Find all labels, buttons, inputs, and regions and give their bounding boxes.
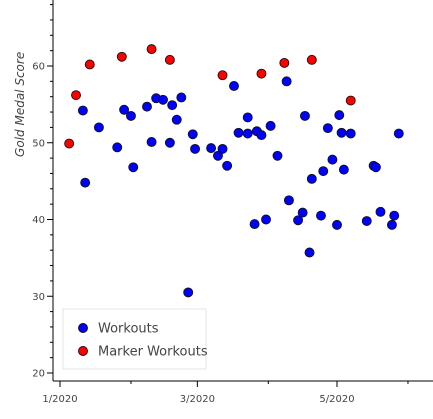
workout-point	[300, 110, 310, 121]
y-tick-label: 60	[32, 62, 45, 73]
marker-workout-point	[306, 54, 317, 65]
workout-point	[77, 105, 88, 116]
workout-point	[142, 101, 152, 112]
workout-point	[316, 210, 326, 221]
marker-workout-point	[164, 54, 175, 65]
x-tick-label: 5/2020	[319, 394, 354, 405]
workout-point	[261, 214, 271, 225]
marker-workout-point	[116, 51, 127, 62]
workout-point	[190, 143, 201, 154]
marker-workout-point	[146, 44, 157, 55]
workout-point	[327, 154, 338, 165]
workout-point	[171, 114, 182, 125]
workout-point	[206, 143, 217, 154]
workout-point	[213, 150, 223, 161]
workout-point	[222, 160, 233, 171]
workout-point	[176, 92, 187, 103]
workout-point	[242, 128, 253, 139]
workout-point	[322, 123, 333, 134]
marker-workout-point	[64, 138, 75, 149]
workout-point	[164, 137, 175, 148]
workout-point	[242, 112, 253, 123]
workout-point	[80, 177, 91, 188]
workout-point	[265, 120, 276, 131]
workout-point	[345, 128, 356, 139]
workout-point	[183, 287, 194, 298]
workout-point	[332, 219, 342, 230]
workout-point	[336, 127, 347, 138]
workout-point	[370, 162, 381, 173]
workout-point	[233, 127, 244, 138]
y-tick-label: 30	[32, 292, 45, 303]
legend-label: Workouts	[98, 322, 159, 337]
workout-point	[229, 81, 239, 91]
workout-point	[167, 100, 178, 111]
workout-point	[272, 150, 283, 161]
workout-point	[158, 94, 168, 105]
y-tick-label: 40	[32, 215, 45, 226]
workout-point	[393, 128, 404, 139]
legend-box	[62, 308, 207, 370]
workout-point	[112, 142, 123, 153]
workout-point	[93, 122, 104, 133]
marker-workout-point	[345, 95, 356, 106]
workout-point	[119, 104, 130, 115]
workout-point	[281, 76, 292, 87]
workout-point	[361, 216, 372, 226]
workout-point	[386, 219, 397, 230]
marker-workout-point	[71, 90, 81, 101]
legend: Workouts Marker Workouts	[62, 308, 208, 370]
legend-swatch	[78, 346, 88, 356]
workout-point	[256, 130, 267, 141]
workout-point	[304, 247, 315, 258]
workout-point	[375, 206, 386, 217]
legend-swatch	[78, 323, 88, 333]
legend-label: Marker Workouts	[98, 345, 208, 360]
marker-workout-point	[279, 57, 290, 68]
y-axis-title: Gold Medal Score	[13, 52, 27, 157]
workout-point	[187, 129, 198, 140]
workout-point	[249, 219, 260, 230]
workout-point	[217, 143, 228, 154]
marker-workout-point	[217, 70, 228, 81]
y-tick-label: 50	[32, 138, 45, 149]
x-tick-label: 3/2020	[180, 394, 215, 405]
marker-workout-point	[256, 68, 267, 79]
workout-point	[126, 110, 136, 121]
workout-point	[318, 166, 329, 177]
workout-point	[146, 137, 157, 147]
workout-point	[306, 173, 317, 184]
data-points	[64, 44, 404, 298]
workout-point	[128, 162, 139, 173]
workout-point	[338, 164, 349, 175]
workout-point	[283, 195, 294, 206]
workout-point	[297, 207, 308, 218]
x-tick-label: 1/2020	[42, 394, 77, 405]
axes: 20 30 40 50 60 1/2020 3/2020 5/2020 Gold Medal S…	[13, 0, 433, 405]
y-tick-label: 20	[32, 369, 45, 380]
workout-point	[293, 215, 304, 226]
marker-workout-point	[84, 59, 95, 70]
workout-point	[334, 110, 345, 121]
workout-point	[389, 210, 400, 221]
